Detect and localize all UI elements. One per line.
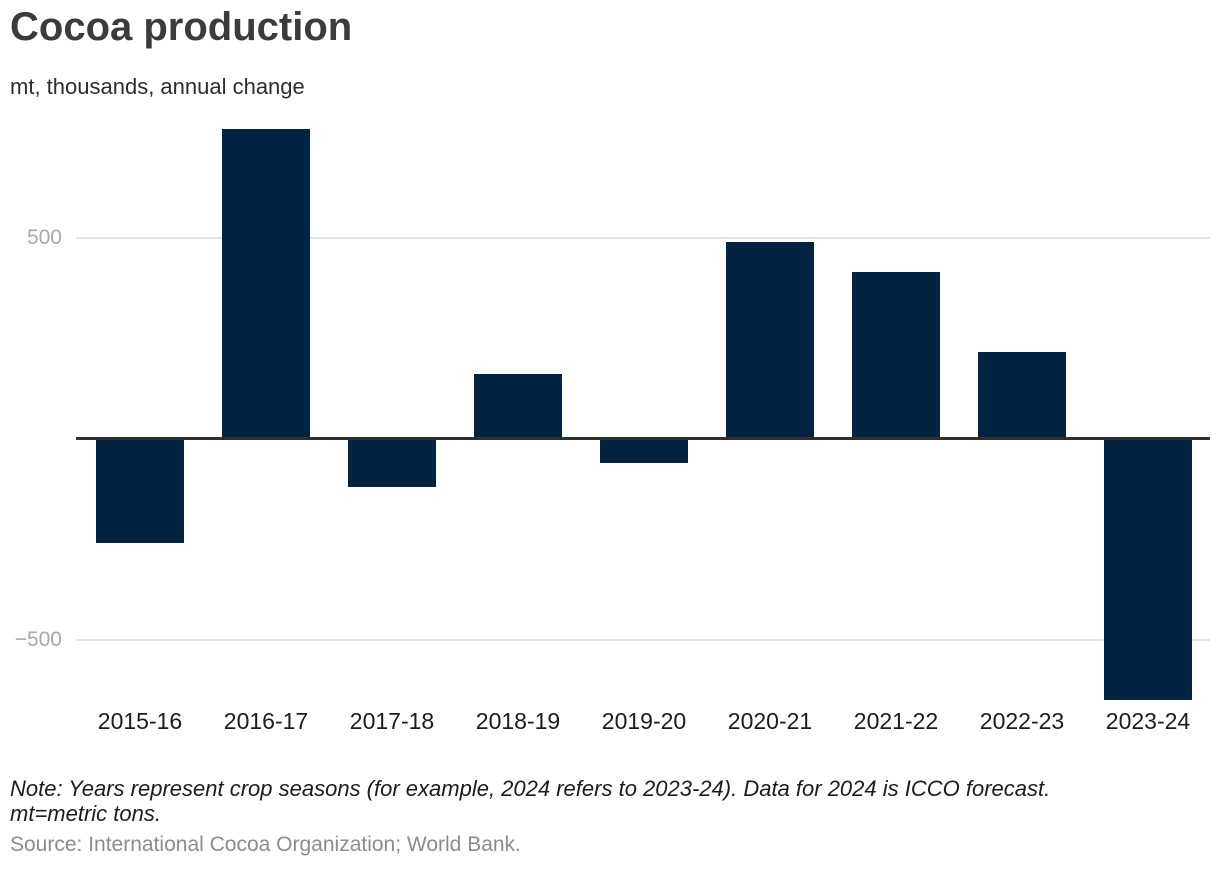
bar-2020-21 [726,241,814,439]
x-tick-label-2016-17: 2016-17 [223,708,309,734]
bar-2021-22 [852,271,940,439]
chart-note-line-1: Note: Years represent crop seasons (for … [10,776,1051,801]
chart-title: Cocoa production [10,5,353,49]
x-tick-label-2021-22: 2021-22 [853,708,939,734]
chart-subtitle: mt, thousands, annual change [10,74,305,99]
x-tick-label-2019-20: 2019-20 [601,708,687,734]
bar-2023-24 [1104,438,1192,700]
bar-2018-19 [474,374,562,439]
x-tick-label-2022-23: 2022-23 [979,708,1065,734]
bar-2017-18 [348,438,436,487]
y-gridline-500 [76,236,1210,239]
x-tick-label-2023-24: 2023-24 [1105,708,1191,734]
chart-note: Note: Years represent crop seasons (for … [10,776,1050,826]
chart-source: Source: International Cocoa Organization… [10,833,521,856]
bar-2022-23 [978,352,1066,439]
zero-axis-line [76,437,1210,440]
y-tick-label--500: −500 [14,627,62,651]
y-gridline--500 [76,638,1210,641]
x-tick-label-2020-21: 2020-21 [727,708,813,734]
bar-chart-plot-area: 500 −500 2015-16 2016-17 2017-18 2018-19 2019-… [0,110,1220,750]
chart-note-line-2: mt=metric tons. [10,801,161,826]
x-tick-label-2018-19: 2018-19 [475,708,561,734]
x-tick-label-2015-16: 2015-16 [97,708,183,734]
bar-2019-20 [600,438,688,463]
bar-2015-16 [96,438,184,544]
x-tick-label-2017-18: 2017-18 [349,708,435,734]
y-tick-label-500: 500 [26,225,62,249]
bar-2016-17 [222,128,310,439]
